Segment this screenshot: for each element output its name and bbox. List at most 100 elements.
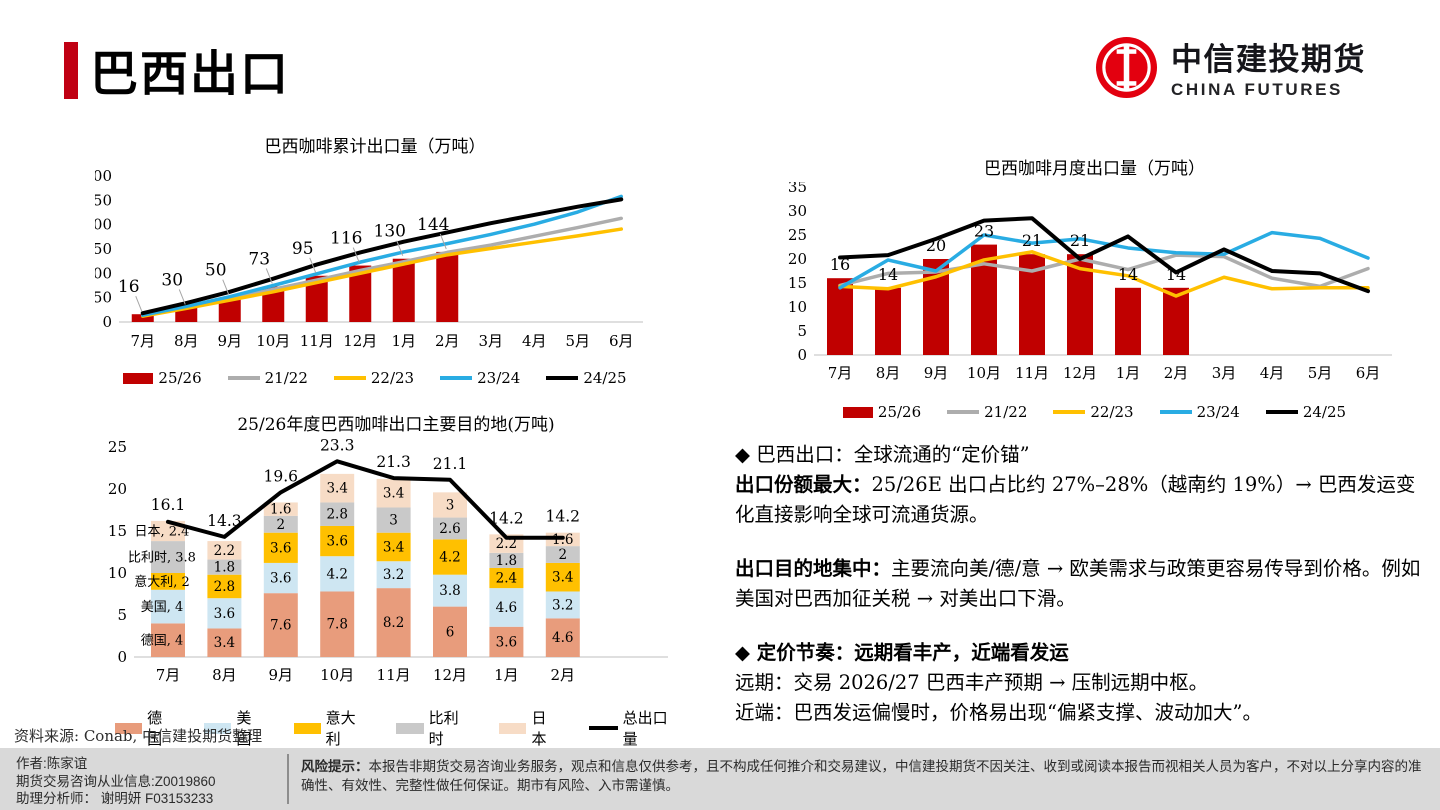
x-tick-label: 10月 [967, 364, 1001, 382]
x-tick-label: 4月 [522, 332, 547, 350]
legend-swatch [440, 376, 473, 380]
bar-value-label: 130 [374, 222, 406, 242]
x-tick-label: 7月 [130, 332, 155, 350]
y-tick-label: 100 [95, 264, 112, 282]
x-tick-label: 4月 [1260, 364, 1285, 382]
cumulative-export-chart-canvas: 0 50 100 150 200 250 300 16 30 50 73 95 116 130 144 7月 8… [83, 167, 643, 350]
label-leader-line [352, 247, 360, 263]
legend-label: 25/26 [158, 369, 202, 387]
y-tick-label: 15 [788, 274, 807, 292]
label-leader-line [309, 257, 317, 273]
legend-item-美国: 美国 [204, 707, 263, 749]
label-leader-line [222, 279, 230, 295]
insights-panel: ◆ 巴西出口：全球流通的“定价锚” 出口份额最大：25/26E 出口占比约 27… [735, 440, 1425, 728]
bar-value-label: 14 [1118, 265, 1138, 284]
logo-text: 中信建投期货 CHINA FUTURES [1171, 34, 1366, 100]
x-tick-label: 8月 [174, 332, 199, 350]
x-tick-label: 5月 [1308, 364, 1333, 382]
segment-callout-label: 比利时, 3.8 [128, 551, 196, 566]
segment-value-label: 2.6 [439, 521, 460, 537]
author-name: 作者:陈家谊 [16, 756, 88, 771]
legend-label: 25/26 [877, 403, 922, 421]
legend-label: 21/22 [984, 403, 1028, 421]
segment-value-label: 2.8 [214, 579, 235, 595]
citic-logo-icon [1095, 36, 1158, 98]
company-logo: 中信建投期货 CHINA FUTURES [1095, 34, 1366, 100]
legend-item-日本: 日本 [499, 707, 558, 749]
stack-segment-比利时-2月 [545, 546, 580, 563]
y-tick-label: 35 [788, 182, 807, 196]
x-tick-label: 1月 [494, 666, 519, 684]
stack-segment-德国-12月 [433, 606, 467, 657]
stack-segment-日本-9月 [263, 502, 298, 516]
stack-segment-德国-11月 [376, 588, 411, 657]
stack-segment-意大利-2月 [545, 562, 580, 592]
chart-legend: 25/26 21/22 22/23 23/24 24/25 [95, 369, 655, 387]
stack-segment-德国-2月 [545, 618, 580, 657]
segment-value-label: 6 [446, 624, 455, 640]
bar-25/26-1月 [392, 258, 415, 322]
chart-title: 巴西咖啡累计出口量（万吨） [264, 137, 486, 157]
bar-value-label: 16 [118, 277, 140, 297]
insight-bullet-pricing-rhythm: ◆ 定价节奏：远期看丰产，近端看发运 [735, 641, 1069, 664]
stack-segment-比利时-12月 [433, 517, 467, 540]
bar-value-label: 144 [417, 215, 449, 235]
legend-item-24/25: 24/25 [546, 369, 627, 387]
legend-swatch [947, 410, 980, 414]
segment-value-label: 2 [277, 517, 286, 533]
insight-near-term: 近端：巴西发运偏慢时，价格易出现“偏紧支撑、波动加大”。 [735, 701, 1262, 724]
segment-value-label: 4.2 [326, 566, 347, 582]
segment-value-label: 3.4 [326, 481, 347, 497]
legend-item-25/26: 25/26 [123, 369, 202, 387]
page-title: 巴西出口 [90, 48, 291, 101]
stack-segment-意大利-1月 [489, 567, 524, 589]
assistant-analyst: 助理分析师： 谢明妍 F03153233 [16, 791, 214, 806]
insight-label: 出口目的地集中： [735, 557, 892, 580]
bar-25/26-2月 [1163, 287, 1189, 355]
line-series-22/23 [838, 250, 1370, 298]
line-series-22/23 [141, 227, 623, 318]
bar-value-label: 21 [1022, 231, 1042, 250]
source-note: 资料来源: Conab, 中信建投期货整理 [14, 727, 263, 745]
segment-value-label: 3.6 [270, 571, 291, 587]
total-value-label: 23.3 [320, 438, 355, 454]
stack-segment-日本-8月 [207, 541, 242, 560]
segment-value-label: 3.6 [214, 606, 235, 622]
y-tick-label: 300 [95, 167, 112, 185]
legend-swatch [293, 722, 321, 734]
stack-segment-比利时-1月 [489, 552, 524, 568]
segment-callout-label: 日本, 2.4 [135, 525, 190, 540]
x-tick-label: 1月 [391, 332, 416, 350]
segment-value-label: 3.4 [552, 570, 573, 586]
monthly-export-chart-canvas: 0 5 10 15 20 25 30 35 16 14 20 23 21 21 14 14 7月 8月 9月 10月 1… [788, 178, 1392, 382]
total-value-label: 14.2 [546, 508, 581, 526]
y-tick-label: 25 [788, 226, 807, 244]
stack-segment-德国-10月 [320, 591, 355, 657]
line-series-23/24 [141, 194, 623, 317]
bar-value-label: 14 [878, 265, 898, 284]
insight-label: 出口份额最大： [735, 473, 872, 496]
legend-label: 美国 [236, 709, 252, 748]
risk-label: 风险提示： [301, 759, 369, 774]
segment-value-label: 7.6 [270, 618, 291, 634]
segment-value-label: 3.8 [439, 583, 460, 599]
insight-destinations: 出口目的地集中：主要流向美/德/意 → 欧美需求与政策更容易传导到价格。例如美国… [735, 554, 1425, 614]
x-tick-label: 11月 [300, 332, 334, 350]
stack-segment-美国-9月 [263, 562, 298, 594]
stack-segment-比利时-11月 [376, 507, 411, 533]
stack-segment-比利时-9月 [263, 515, 298, 533]
stack-segment-德国-1月 [489, 626, 524, 657]
legend-swatch [123, 372, 154, 384]
segment-value-label: 3 [446, 497, 455, 513]
x-tick-label: 12月 [343, 332, 377, 350]
x-tick-label: 10月 [320, 666, 354, 684]
legend-label: 总出口量 [622, 709, 668, 748]
y-tick-label: 200 [95, 216, 112, 234]
segment-value-label: 4.6 [496, 600, 517, 616]
legend-swatch [115, 722, 143, 734]
chart-title: 25/26年度巴西咖啡出口主要目的地(万吨) [237, 415, 555, 435]
bar-value-label: 16 [830, 255, 850, 274]
legend-swatch [333, 376, 366, 380]
stack-segment-美国-8月 [207, 598, 242, 629]
